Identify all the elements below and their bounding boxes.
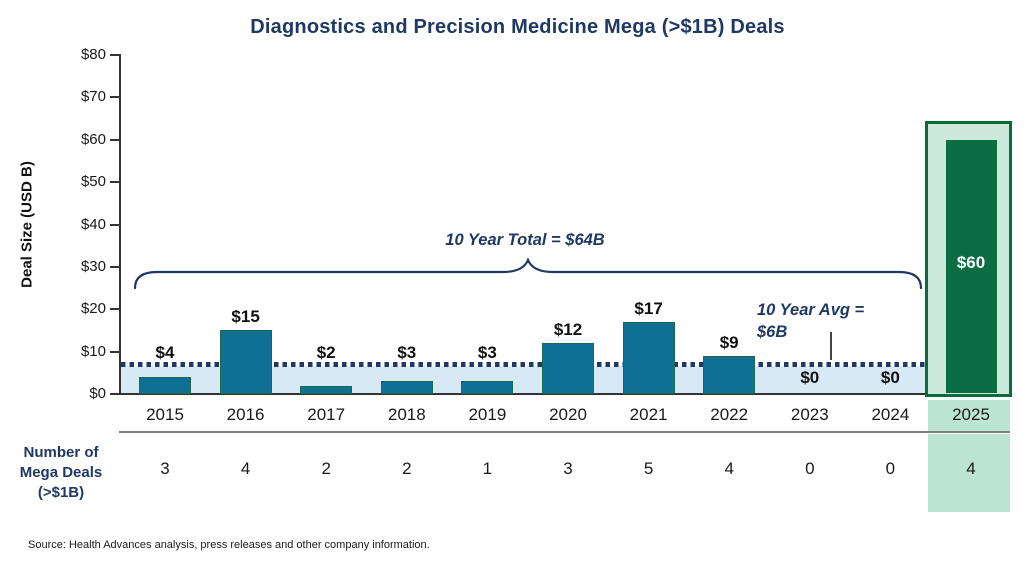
average-dotted-line: [121, 362, 925, 367]
bar-label-2015: $4: [155, 343, 175, 362]
source-note: Source: Health Advances analysis, press …: [28, 539, 430, 551]
bar-2015: [139, 377, 191, 394]
bar-label-2020: $12: [553, 320, 583, 340]
count-2023: 0: [805, 459, 815, 478]
bar-2022: [703, 355, 756, 394]
y-axis-tick-label: $20: [80, 300, 106, 318]
y-axis-tick-label: $10: [80, 342, 106, 360]
chart-title: Diagnostics and Precision Medicine Mega …: [250, 16, 785, 38]
bar-label-2017: $2: [316, 343, 336, 362]
count-2025: 4: [966, 459, 976, 478]
year-label-2024: 2024: [871, 405, 910, 424]
average-pointer-line: [830, 332, 832, 360]
bar-label-2023: $0: [800, 368, 820, 387]
highlight-year-cell-bg: [928, 400, 1010, 431]
bar-2025: [946, 139, 997, 393]
bar-2020: [542, 343, 594, 394]
count-2015: 3: [160, 459, 170, 478]
y-axis-title: Deal Size (USD B): [18, 161, 36, 288]
y-axis-tick-label: $0: [89, 385, 106, 402]
count-2021: 5: [643, 459, 654, 478]
bar-label-2019: $3: [477, 343, 497, 362]
average-annotation: 10 Year Avg = $6B: [757, 301, 865, 341]
total-annotation: 10 Year Total = $64B: [445, 231, 605, 249]
y-axis-tick: [110, 96, 119, 99]
y-axis-tick-label: $50: [80, 173, 106, 191]
y-axis-tick: [110, 393, 119, 395]
y-axis-tick-label: $30: [80, 257, 106, 275]
curly-brace: [133, 258, 923, 290]
year-label-2020: 2020: [549, 405, 587, 424]
y-axis-tick: [110, 350, 119, 353]
count-2022: 4: [724, 459, 734, 478]
year-label-2015: 2015: [146, 405, 184, 424]
year-label-2019: 2019: [468, 405, 507, 424]
count-2024: 0: [885, 459, 896, 478]
bar-2021: [622, 321, 675, 394]
year-label-2018: 2018: [387, 405, 426, 424]
bar-2018: [380, 381, 433, 394]
table-separator-line: [119, 431, 1010, 433]
y-axis-tick-label: $60: [80, 130, 106, 148]
year-label-2023: 2023: [790, 405, 829, 424]
count-2019: 1: [482, 459, 493, 478]
x-axis-line: [119, 393, 1012, 395]
y-axis-tick: [110, 54, 119, 56]
y-axis-tick: [110, 138, 119, 141]
count-2016: 4: [240, 459, 251, 478]
bar-label-2021: $17: [634, 298, 663, 318]
bar-label-2024: $0: [880, 368, 900, 387]
bar-label-2022: $9: [719, 332, 739, 352]
y-axis-tick: [110, 308, 119, 311]
bar-label-2025: $60: [956, 253, 986, 272]
count-2020: 3: [563, 459, 573, 478]
bar-2017: [300, 385, 353, 394]
year-label-2017: 2017: [307, 405, 346, 424]
highlight-count-cell-bg: [928, 434, 1010, 512]
bar-2019: [461, 381, 514, 394]
bar-2016: [219, 330, 272, 394]
y-axis-tick-label: $80: [80, 46, 106, 63]
y-axis-tick-label: $40: [80, 215, 106, 233]
y-axis-line: [119, 54, 121, 395]
year-label-2021: 2021: [629, 405, 668, 424]
bar-label-2018: $3: [397, 343, 417, 362]
year-label-2016: 2016: [226, 405, 265, 424]
count-2017: 2: [321, 459, 331, 478]
y-axis-tick: [110, 181, 119, 184]
year-label-2025: 2025: [952, 405, 990, 424]
mega-deals-row-label: Number of Mega Deals (>$1B): [19, 444, 103, 501]
y-axis-tick: [110, 223, 119, 226]
y-axis-tick-label: $70: [80, 88, 106, 106]
count-2018: 2: [402, 459, 412, 478]
year-label-2022: 2022: [710, 405, 749, 424]
y-axis-tick: [110, 265, 119, 268]
bar-label-2016: $15: [231, 307, 260, 327]
